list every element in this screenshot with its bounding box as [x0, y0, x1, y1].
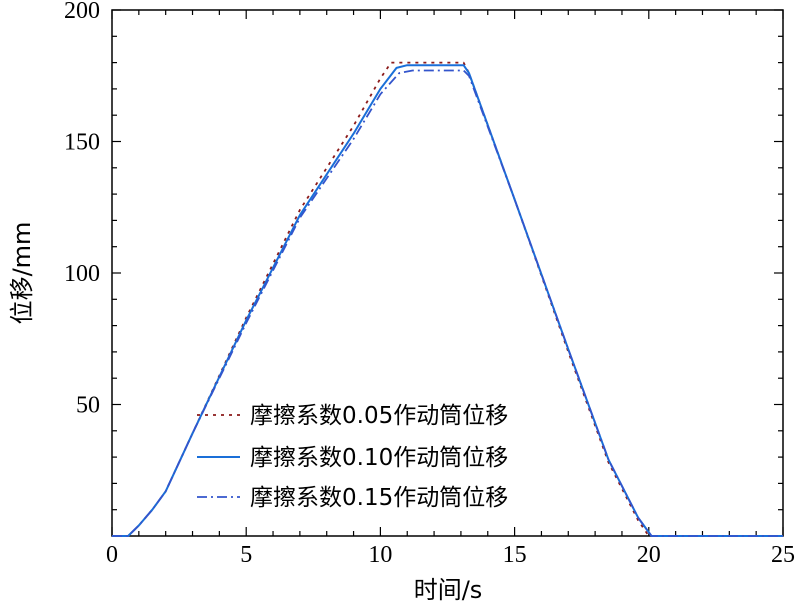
x-tick-label: 10 — [368, 542, 392, 568]
x-tick-label: 20 — [637, 542, 661, 568]
axis-ticks — [111, 9, 784, 537]
series-layer — [112, 61, 783, 537]
tick-labels: 0 5 10 15 20 25 50 100 150 200 — [64, 0, 795, 568]
x-tick-label: 0 — [106, 542, 118, 568]
legend-label-1: 摩擦系数0.10作动筒位移 — [250, 445, 508, 471]
y-tick-label: 200 — [64, 0, 100, 24]
x-tick-label: 5 — [240, 542, 252, 568]
series-line-2 — [112, 69, 783, 537]
y-tick-label: 150 — [64, 130, 100, 156]
x-axis-title: 时间/s — [414, 576, 483, 604]
legend: 摩擦系数0.05作动筒位移 摩擦系数0.10作动筒位移 摩擦系数0.15作动筒位… — [197, 403, 508, 511]
legend-label-2: 摩擦系数0.15作动筒位移 — [250, 485, 508, 511]
legend-label-0: 摩擦系数0.05作动筒位移 — [250, 403, 508, 429]
y-tick-label: 50 — [76, 393, 100, 419]
x-tick-label: 25 — [771, 542, 795, 568]
y-axis-title: 位移/mm — [8, 222, 36, 325]
series-line-0 — [112, 61, 783, 537]
x-tick-label: 15 — [503, 542, 527, 568]
y-tick-label: 100 — [64, 261, 100, 287]
